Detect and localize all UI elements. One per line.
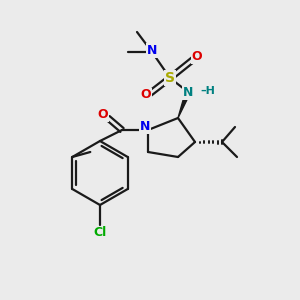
Text: N: N (147, 44, 157, 56)
Text: Cl: Cl (93, 226, 106, 239)
Text: O: O (192, 50, 202, 62)
Text: O: O (141, 88, 151, 101)
Text: S: S (165, 71, 175, 85)
Text: N: N (140, 119, 150, 133)
Polygon shape (178, 91, 190, 118)
Text: –H: –H (200, 86, 215, 96)
Text: N: N (183, 85, 193, 98)
Text: O: O (98, 107, 108, 121)
